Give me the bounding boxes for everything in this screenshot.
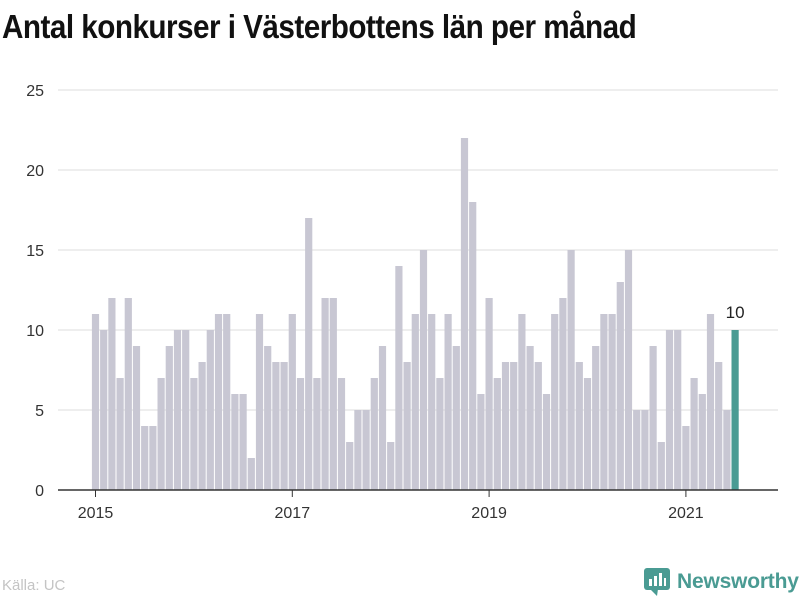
bars bbox=[91, 138, 739, 490]
bar bbox=[116, 378, 124, 490]
brand-logo: Newsworthy bbox=[644, 568, 799, 596]
y-tick-label: 0 bbox=[35, 483, 44, 500]
bar bbox=[698, 394, 706, 490]
bar bbox=[583, 378, 592, 490]
bar bbox=[378, 346, 387, 490]
bar bbox=[173, 330, 182, 490]
bar bbox=[395, 266, 403, 490]
bar bbox=[723, 410, 731, 490]
bar bbox=[313, 378, 321, 490]
bar bbox=[567, 250, 575, 490]
y-tick-label: 5 bbox=[35, 403, 44, 420]
bar bbox=[165, 346, 173, 490]
bar bbox=[649, 346, 657, 490]
bar bbox=[149, 426, 157, 490]
x-tick-label: 2019 bbox=[471, 505, 507, 522]
bar bbox=[436, 378, 444, 490]
bar bbox=[362, 410, 370, 490]
axis-labels: 0 5 10 15 20 25 10 2015 2017 2019 2021 bbox=[26, 83, 744, 522]
bar bbox=[534, 362, 542, 490]
bar bbox=[411, 314, 419, 490]
bar bbox=[616, 282, 624, 490]
bar bbox=[493, 378, 501, 490]
bar bbox=[706, 314, 715, 490]
bar bbox=[419, 250, 428, 490]
bar bbox=[247, 458, 255, 490]
bar bbox=[403, 362, 411, 490]
highlight-value-label: 10 bbox=[726, 303, 745, 322]
y-tick-label: 20 bbox=[26, 163, 44, 180]
bar bbox=[485, 298, 493, 490]
bar bbox=[600, 314, 608, 490]
y-tick-label: 25 bbox=[26, 83, 44, 100]
bar bbox=[124, 298, 132, 490]
y-tick-label: 10 bbox=[26, 323, 44, 340]
bar bbox=[239, 394, 247, 490]
source-note: Källa: UC bbox=[2, 577, 66, 594]
x-tick-label: 2015 bbox=[78, 505, 114, 522]
bar bbox=[641, 410, 649, 490]
bar bbox=[510, 362, 518, 490]
bar bbox=[198, 362, 206, 490]
x-axis bbox=[58, 489, 778, 497]
bar bbox=[280, 362, 288, 490]
bar bbox=[501, 362, 510, 490]
bar bbox=[132, 346, 141, 490]
bar bbox=[141, 426, 149, 490]
bar-highlight bbox=[731, 330, 739, 490]
bar bbox=[108, 298, 116, 490]
bar bbox=[264, 346, 272, 490]
bar bbox=[190, 378, 198, 490]
bar bbox=[469, 202, 477, 490]
bar bbox=[674, 330, 682, 490]
newsworthy-icon bbox=[644, 568, 670, 596]
bar bbox=[575, 362, 583, 490]
y-tick-label: 15 bbox=[26, 243, 44, 260]
bar bbox=[665, 330, 674, 490]
bar bbox=[715, 362, 723, 490]
bar bbox=[444, 314, 452, 490]
bar bbox=[255, 314, 264, 490]
bar bbox=[559, 298, 567, 490]
chart-title: Antal konkurser i Västerbottens län per … bbox=[2, 8, 637, 45]
bar bbox=[296, 378, 305, 490]
bar bbox=[337, 378, 346, 490]
bar bbox=[272, 362, 280, 490]
brand-name: Newsworthy bbox=[677, 570, 799, 593]
bar bbox=[460, 138, 469, 490]
bar bbox=[321, 298, 329, 490]
bar bbox=[608, 314, 616, 490]
bar bbox=[477, 394, 485, 490]
bar bbox=[387, 442, 395, 490]
bar bbox=[182, 330, 190, 490]
bar bbox=[592, 346, 600, 490]
bar bbox=[657, 442, 665, 490]
bar bbox=[551, 314, 559, 490]
bar bbox=[690, 378, 698, 490]
x-tick-label: 2017 bbox=[275, 505, 311, 522]
bar bbox=[682, 426, 690, 490]
bar bbox=[633, 410, 641, 490]
bar bbox=[346, 442, 354, 490]
bar bbox=[91, 314, 100, 490]
bar bbox=[526, 346, 534, 490]
bar bbox=[624, 250, 633, 490]
bar bbox=[214, 314, 223, 490]
bar bbox=[223, 314, 231, 490]
bar bbox=[231, 394, 239, 490]
bar bbox=[370, 378, 378, 490]
bar bbox=[542, 394, 551, 490]
bar bbox=[428, 314, 436, 490]
bar bbox=[100, 330, 108, 490]
bar bbox=[518, 314, 526, 490]
bar bbox=[206, 330, 214, 490]
bar bbox=[452, 346, 460, 490]
x-tick-label: 2021 bbox=[668, 505, 704, 522]
bar bbox=[354, 410, 362, 490]
bar bbox=[157, 378, 165, 490]
bar bbox=[329, 298, 337, 490]
bar bbox=[305, 218, 313, 490]
bar bbox=[288, 314, 296, 490]
